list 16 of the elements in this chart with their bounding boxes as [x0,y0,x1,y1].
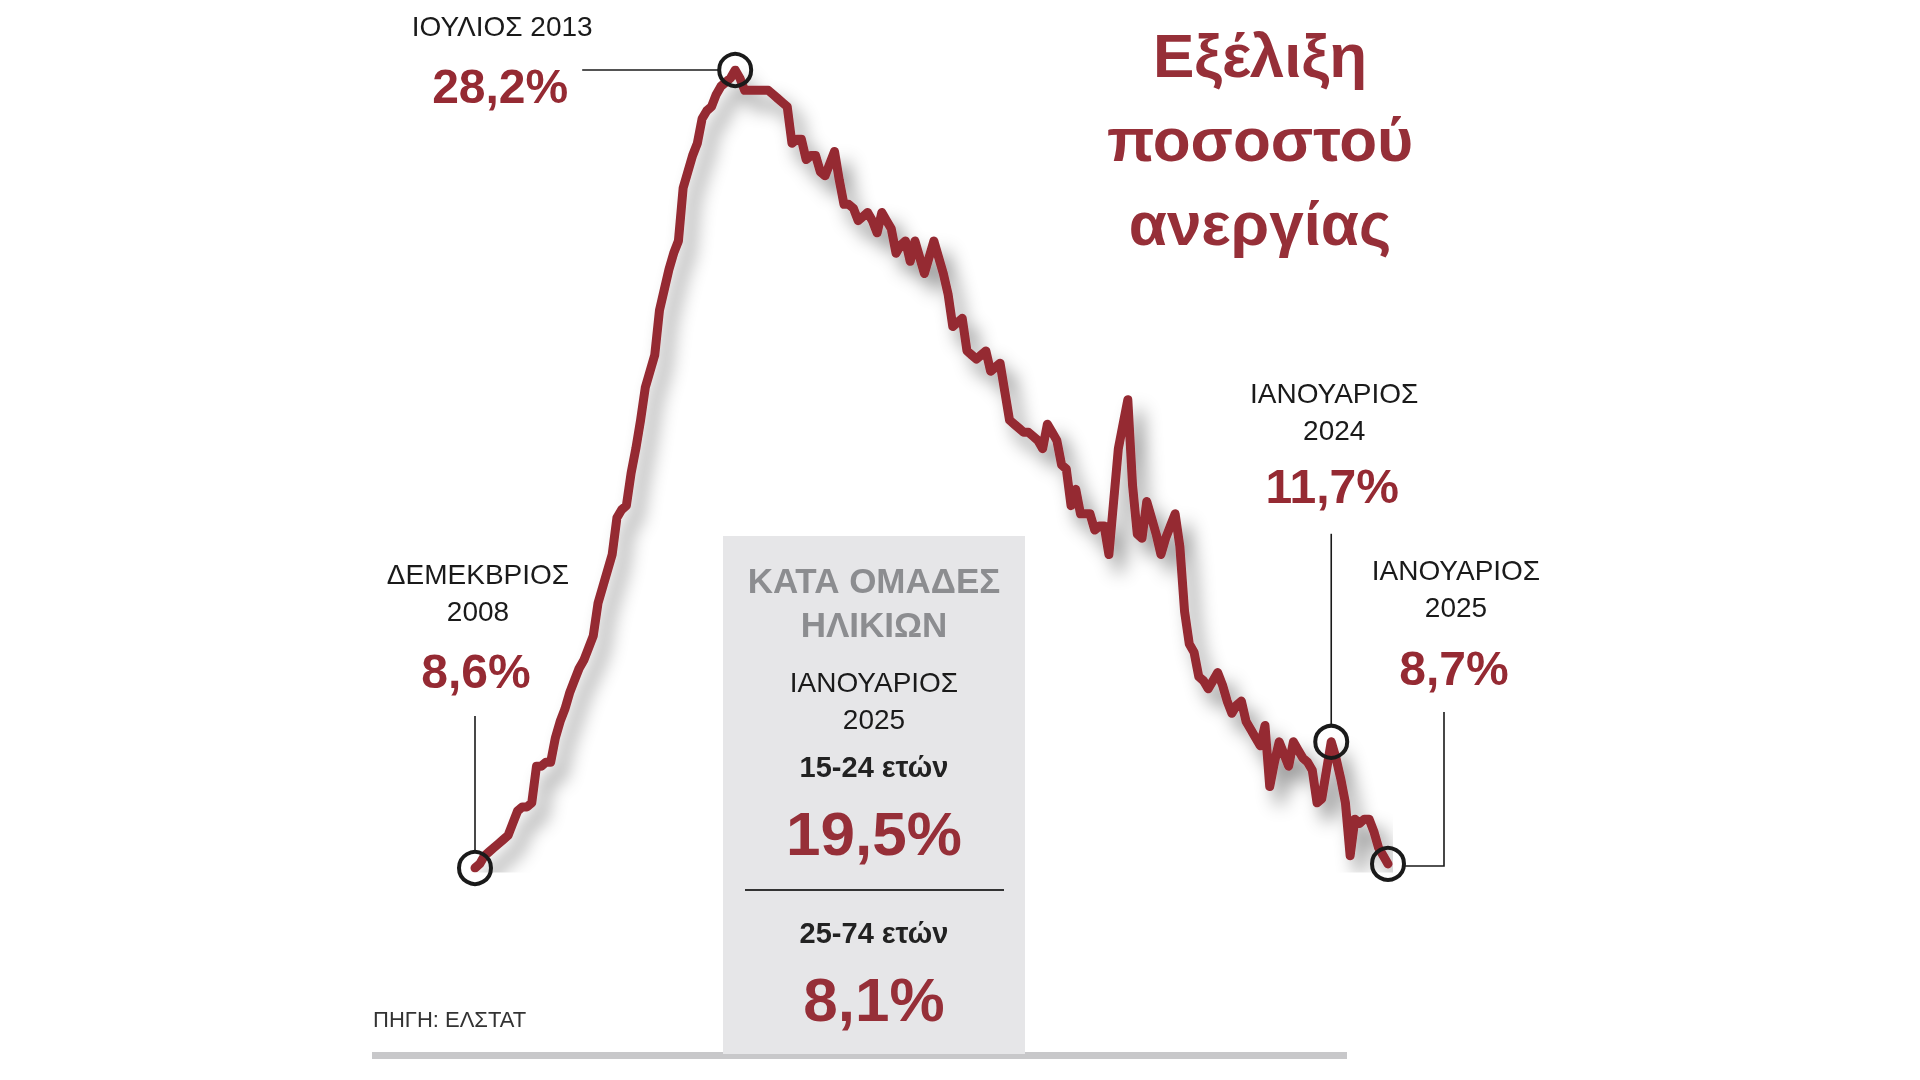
data-label: 8,7% [1399,642,1509,696]
data-label: 11,7% [1265,460,1399,514]
data-label: 8,6% [421,644,531,698]
data-label: 28,2% [432,59,569,113]
text: ΠΗΓΗ: ΕΛΣΤΑΤ [373,1006,527,1034]
text: ΚΑΤΑ ΟΜΑΔΕΣ ΗΛΙΚΙΩΝ [746,560,1002,646]
annotation: 15-24 ετών [798,750,950,785]
text: 8,1% [802,965,946,1035]
text: ΙΑΝΟΥΑΡΙΟΣ 2025 [788,666,960,737]
text: Εξέλιξη ποσοστού ανεργίας [1105,20,1415,260]
annotation: ΙΑΝΟΥΑΡΙΟΣ 2025 [1370,553,1542,625]
annotation: ΙΑΝΟΥΑΡΙΟΣ 2024 [1249,376,1420,448]
annotation: ΔΕΜΕΚΒΡΙΟΣ 2008 [385,558,571,629]
text: 25-74 ετών [798,916,950,951]
annotation: 19,5% [785,799,963,869]
text: ΙΟΥΛΙΟΣ 2013 [410,10,594,44]
